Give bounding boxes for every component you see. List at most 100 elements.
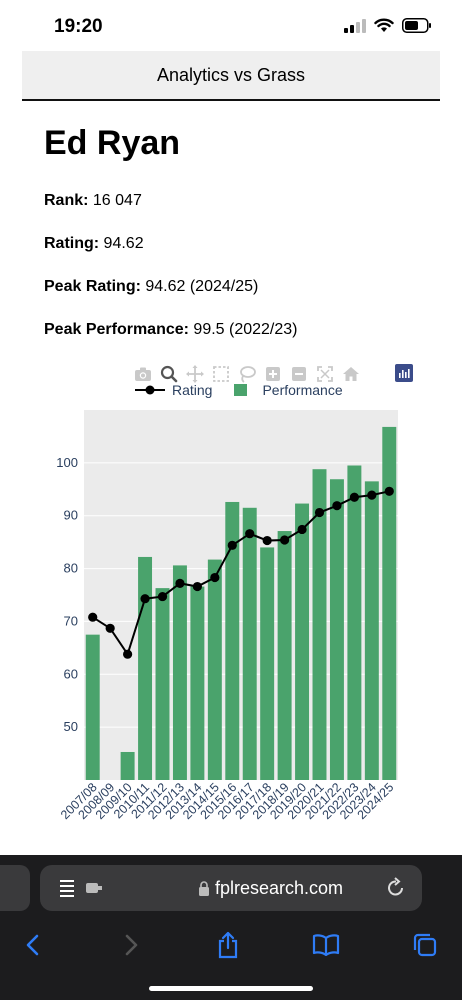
- rating-point[interactable]: [105, 623, 115, 633]
- book-icon: [312, 934, 340, 956]
- box-select-icon[interactable]: [210, 363, 232, 385]
- x-axis-ticks: 2007/082008/092009/102010/112011/122012/…: [58, 780, 396, 822]
- rating-line: Rating: 94.62: [44, 235, 424, 278]
- rating-point[interactable]: [192, 581, 202, 592]
- performance-bar[interactable]: [190, 586, 205, 780]
- performance-bars: [85, 426, 397, 781]
- y-tick-label: 70: [64, 613, 78, 628]
- performance-bar[interactable]: [382, 426, 397, 780]
- rating-point[interactable]: [140, 594, 150, 604]
- rank-line: Rank: 16 047: [44, 192, 424, 235]
- rating-point[interactable]: [314, 507, 325, 518]
- rating-point[interactable]: [175, 578, 185, 588]
- performance-bar[interactable]: [347, 465, 362, 781]
- y-axis-ticks: 50 60 70 80 90 100: [56, 455, 78, 734]
- legend-label-performance: Performance: [262, 382, 343, 398]
- bookmarks-button[interactable]: [310, 929, 342, 961]
- performance-bar[interactable]: [207, 559, 222, 780]
- plot-background: [84, 410, 398, 780]
- forward-button[interactable]: [116, 929, 148, 961]
- zoom-icon[interactable]: [158, 363, 180, 385]
- performance-rating-chart[interactable]: 50 60 70 80 90 100 2007/082008/092009/102010/…: [0, 400, 462, 830]
- status-bar: 19:20: [0, 0, 462, 54]
- share-button[interactable]: [212, 929, 244, 961]
- performance-bar[interactable]: [172, 565, 187, 780]
- chart-legend: Rating Performance: [134, 381, 357, 399]
- tabs-button[interactable]: [409, 929, 441, 961]
- performance-bar[interactable]: [277, 531, 292, 780]
- performance-bar[interactable]: [138, 556, 153, 780]
- tabs-icon: [413, 933, 437, 957]
- lasso-select-icon[interactable]: [236, 363, 258, 385]
- peak-rating-value: 94.62 (2024/25): [140, 278, 259, 295]
- browser-toolbar: fplresearch.com: [0, 855, 462, 1000]
- reset-axes-icon[interactable]: [340, 363, 362, 385]
- y-tick-label: 90: [64, 508, 78, 523]
- rating-point[interactable]: [88, 612, 98, 622]
- zoom-out-icon[interactable]: [288, 363, 310, 385]
- y-tick-label: 50: [64, 719, 78, 734]
- performance-bar[interactable]: [364, 481, 379, 780]
- performance-legend-marker: [234, 384, 248, 396]
- back-button[interactable]: [16, 929, 48, 961]
- home-indicator: [149, 986, 313, 991]
- rating-legend-marker: [135, 385, 165, 395]
- wifi-icon: [374, 18, 394, 32]
- rating-point[interactable]: [157, 591, 168, 602]
- reload-icon[interactable]: [386, 877, 406, 899]
- plotly-logo-icon[interactable]: [395, 364, 413, 382]
- rating-point[interactable]: [332, 501, 342, 511]
- chevron-right-icon: [125, 934, 138, 956]
- lock-icon: [199, 881, 209, 896]
- rating-label: Rating:: [44, 235, 100, 252]
- performance-bar[interactable]: [295, 503, 310, 780]
- player-name: Ed Ryan: [44, 124, 181, 162]
- site-header[interactable]: Analytics vs Grass: [22, 51, 440, 101]
- rating-line-series: [88, 486, 394, 659]
- rating-point[interactable]: [349, 492, 359, 502]
- y-tick-label: 60: [64, 666, 78, 681]
- peak-rating-label: Peak Rating:: [44, 278, 141, 295]
- peak-performance-line: Peak Performance: 99.5 (2022/23): [44, 321, 424, 364]
- rank-label: Rank:: [44, 192, 89, 209]
- zoom-in-icon[interactable]: [262, 363, 284, 385]
- chevron-left-icon: [26, 934, 39, 956]
- peak-performance-value: 99.5 (2022/23): [188, 321, 298, 338]
- rating-point[interactable]: [210, 572, 220, 583]
- status-icons: [344, 18, 432, 33]
- rating-point[interactable]: [245, 529, 255, 539]
- autoscale-icon[interactable]: [314, 363, 336, 385]
- camera-icon[interactable]: [132, 363, 154, 385]
- performance-bar[interactable]: [312, 469, 327, 780]
- rating-point[interactable]: [280, 535, 290, 545]
- previous-tab-preview[interactable]: [0, 865, 30, 911]
- share-icon: [218, 931, 238, 959]
- peak-rating-line: Peak Rating: 94.62 (2024/25): [44, 278, 424, 321]
- grid-lines: [84, 462, 398, 728]
- rating-point[interactable]: [367, 490, 377, 500]
- site-title[interactable]: Analytics vs Grass: [156, 64, 306, 85]
- url-text[interactable]: fplresearch.com: [215, 878, 344, 898]
- performance-bar[interactable]: [225, 501, 240, 780]
- pan-icon[interactable]: [184, 363, 206, 385]
- rating-point[interactable]: [227, 540, 237, 550]
- performance-bar[interactable]: [85, 634, 100, 780]
- legend-item-performance[interactable]: Performance: [226, 382, 343, 398]
- reader-mode-icon[interactable]: [60, 879, 104, 897]
- performance-bar[interactable]: [242, 507, 257, 780]
- performance-bar[interactable]: [329, 479, 344, 780]
- rank-value: 16 047: [88, 192, 142, 209]
- player-profile: Ed Ryan Rank: 16 047 Rating: 94.62 Peak …: [44, 124, 424, 364]
- cellular-signal-icon: [344, 18, 366, 33]
- peak-performance-label: Peak Performance:: [44, 321, 189, 338]
- rating-point[interactable]: [262, 535, 272, 546]
- performance-bar[interactable]: [260, 547, 275, 780]
- performance-bar[interactable]: [120, 751, 135, 780]
- rating-point[interactable]: [384, 486, 394, 496]
- performance-bar[interactable]: [155, 588, 170, 780]
- legend-item-rating[interactable]: Rating: [134, 382, 212, 398]
- rating-point[interactable]: [123, 649, 133, 659]
- status-time: 19:20: [54, 16, 103, 37]
- rating-point[interactable]: [297, 524, 307, 535]
- address-bar[interactable]: fplresearch.com: [40, 865, 422, 911]
